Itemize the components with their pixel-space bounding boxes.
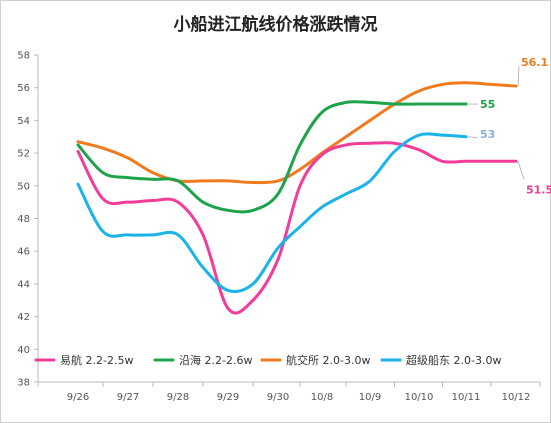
end-label-yihang: 51.5 <box>526 183 551 196</box>
y-tick-label: 38 <box>17 378 30 389</box>
chart-title: 小船进江航线价格涨跌情况 <box>173 15 378 35</box>
x-tick-label: 10/10 <box>405 392 434 403</box>
series-line-hangjiaosuo <box>76 81 518 185</box>
x-tick-label: 9/28 <box>167 392 189 403</box>
legend-label-chaoji-chuandong: 超级船东 2.0-3.0w <box>406 353 501 367</box>
end-label-hangjiaosuo: 56.1 <box>521 56 548 69</box>
series-line-yanhai <box>76 100 468 214</box>
x-tick-label: 9/29 <box>217 392 239 403</box>
end-label-chaoji-chuandong: 53 <box>480 128 495 141</box>
x-tick-label: 10/8 <box>311 392 333 403</box>
end-labels: 51.5 55 56.1 53 <box>467 56 551 196</box>
legend: 易航 2.2-2.5w 沿海 2.2-2.6w 航交所 2.0-3.0w 超级船东 2… <box>34 353 501 367</box>
y-tick-label: 58 <box>17 51 30 62</box>
label-leader-line <box>467 136 479 139</box>
label-leader-line <box>517 161 525 180</box>
x-tick-label: 9/26 <box>67 392 89 403</box>
x-tick-label: 10/9 <box>359 392 381 403</box>
x-tick-label: 10/11 <box>452 392 481 403</box>
axes: 38 40 42 44 46 48 50 52 54 56 58 9/26 9/27 9/28 9/29 9/… <box>17 51 541 403</box>
legend-label-yanhai: 沿海 2.2-2.6w <box>179 353 252 367</box>
x-tick-label: 9/30 <box>267 392 289 403</box>
x-tick-label: 9/27 <box>117 392 139 403</box>
y-tick-label: 48 <box>17 214 30 225</box>
series-line-yihang <box>76 141 518 315</box>
y-tick-label: 46 <box>17 247 30 258</box>
legend-label-hangjiaosuo: 航交所 2.0-3.0w <box>286 353 370 367</box>
label-leader-line <box>517 66 520 87</box>
series-line-chaoji-chuandong <box>76 132 468 294</box>
end-label-yanhai: 55 <box>480 98 495 111</box>
y-tick-label: 40 <box>17 345 30 356</box>
y-tick-label: 52 <box>17 149 30 160</box>
series-lines <box>76 81 518 315</box>
legend-label-yihang: 易航 2.2-2.5w <box>60 353 133 367</box>
y-tick-label: 50 <box>17 181 30 192</box>
y-tick-label: 56 <box>17 83 30 94</box>
x-tick-label: 10/12 <box>502 392 531 403</box>
y-tick-label: 54 <box>17 116 30 127</box>
y-tick-label: 42 <box>17 312 30 323</box>
y-tick-label: 44 <box>17 279 30 290</box>
